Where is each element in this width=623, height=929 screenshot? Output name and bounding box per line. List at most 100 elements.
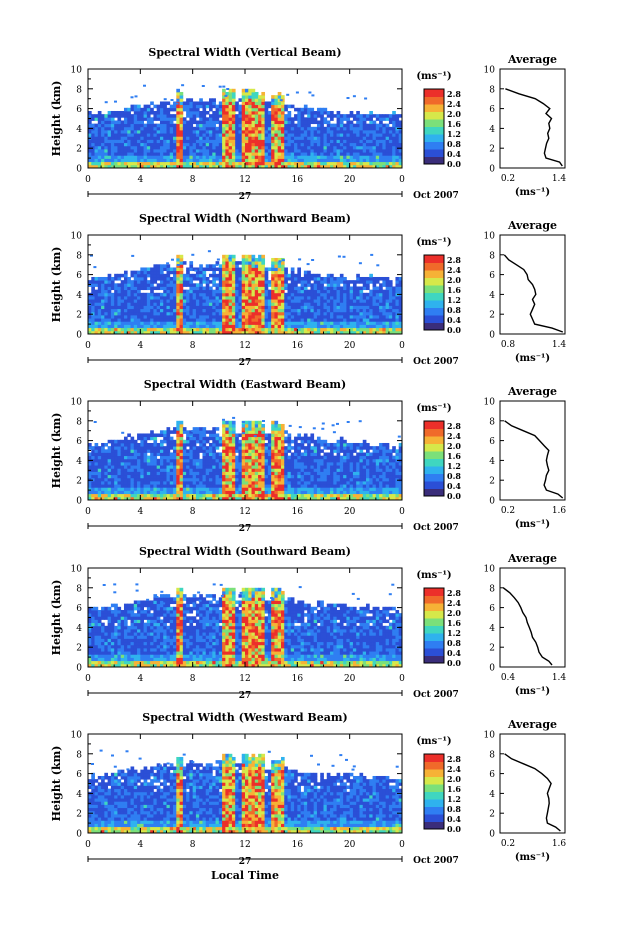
heatmap-cell xyxy=(290,311,295,316)
heatmap-cell xyxy=(300,330,305,335)
heatmap-cell xyxy=(163,327,167,332)
heatmap-cell xyxy=(277,270,282,275)
heatmap-cell xyxy=(97,305,102,310)
heatmap-cell xyxy=(313,305,318,310)
heatmap-cell xyxy=(225,480,230,485)
heatmap-cell xyxy=(123,145,128,150)
heatmap-cell xyxy=(215,452,220,457)
heatmap-cell xyxy=(235,286,239,291)
heatmap-cell xyxy=(205,117,210,121)
heatmap-cell xyxy=(156,321,161,325)
heatmap-cell xyxy=(97,148,102,153)
heatmap-cell xyxy=(310,110,315,115)
heatmap-cell xyxy=(323,299,328,303)
heatmap-cell xyxy=(375,314,380,319)
heatmap-cell xyxy=(287,286,292,291)
heatmap-cell xyxy=(192,120,197,125)
heatmap-cell xyxy=(346,136,351,140)
heatmap-cell xyxy=(179,155,184,159)
heatmap-cell xyxy=(392,152,396,156)
heatmap-cell xyxy=(176,496,180,501)
heatmap-cell xyxy=(372,280,377,284)
heatmap-cell xyxy=(379,299,383,303)
heatmap-cell xyxy=(297,314,301,319)
heatmap-cell xyxy=(159,145,164,150)
heatmap-cell xyxy=(343,148,347,153)
heatmap-cell xyxy=(241,117,246,121)
heatmap-cell xyxy=(146,314,151,319)
heatmap-cell xyxy=(356,292,360,297)
heatmap-cell xyxy=(166,493,171,498)
heatmap-cell xyxy=(287,305,292,310)
heatmap-cell xyxy=(186,487,190,491)
heatmap-cell xyxy=(114,283,118,287)
heatmap-cell xyxy=(120,280,125,284)
colorbar-tick-label: 0.8 xyxy=(447,139,461,149)
heatmap-cell xyxy=(310,314,315,319)
heatmap-cell xyxy=(228,330,233,335)
heatmap-cell xyxy=(241,280,246,284)
heatmap-cell xyxy=(156,123,161,128)
heatmap-cell xyxy=(186,314,190,319)
heatmap-cell xyxy=(294,305,298,310)
heatmap-cell xyxy=(346,164,351,169)
heatmap-cell xyxy=(294,139,298,144)
heatmap-cell xyxy=(398,330,403,335)
heatmap-cell xyxy=(205,458,210,463)
heatmap-cell xyxy=(277,145,282,150)
heatmap-cell xyxy=(97,477,102,482)
heatmap-cell xyxy=(146,308,151,313)
heatmap-cell xyxy=(375,158,380,163)
heatmap-cell xyxy=(159,114,164,118)
heatmap-cell xyxy=(336,318,341,322)
heatmap-cell xyxy=(375,299,380,303)
heatmap-cell xyxy=(238,276,243,281)
heatmap-cell xyxy=(316,164,321,169)
heatmap-cell xyxy=(225,308,230,313)
heatmap-cell xyxy=(346,129,351,134)
heatmap-cell xyxy=(310,145,315,150)
heatmap-cell xyxy=(150,449,154,453)
heatmap-cell xyxy=(316,129,321,134)
heatmap-cell xyxy=(245,91,249,96)
heatmap-cell xyxy=(280,270,285,275)
heatmap-cell xyxy=(238,133,243,137)
heatmap-cell xyxy=(202,321,207,325)
colorbar-segment xyxy=(424,255,444,263)
heatmap-cell xyxy=(238,98,243,102)
heatmap-cell xyxy=(166,139,171,144)
heatmap-cell xyxy=(235,311,239,316)
heatmap-cell xyxy=(104,139,109,144)
heatmap-cell xyxy=(189,330,194,335)
y-tick-label: 8 xyxy=(76,251,82,261)
heatmap-cell xyxy=(261,295,266,300)
heatmap-cell xyxy=(163,314,167,319)
heatmap-cell xyxy=(179,257,184,262)
heatmap-cell xyxy=(205,101,210,106)
heatmap-cell xyxy=(110,148,115,153)
heatmap-cell xyxy=(192,324,197,329)
heatmap-cell xyxy=(94,446,99,450)
heatmap-cell xyxy=(212,305,216,310)
heatmap-cell xyxy=(186,468,190,472)
heatmap-cell xyxy=(303,280,308,284)
x-tick-label: 0 xyxy=(399,341,405,351)
heatmap-cell xyxy=(153,480,158,485)
heatmap-cell xyxy=(182,145,187,150)
heatmap-cell xyxy=(130,114,135,118)
heatmap-cell xyxy=(398,158,403,163)
heatmap-cell xyxy=(169,452,174,457)
heatmap-cell xyxy=(117,120,122,125)
heatmap-cell xyxy=(169,283,174,287)
heatmap-cell xyxy=(153,292,158,297)
heatmap-cell xyxy=(245,295,249,300)
heatmap-cell xyxy=(195,295,200,300)
heatmap-cell xyxy=(375,136,380,140)
heatmap-cell xyxy=(385,305,390,310)
heatmap-cell xyxy=(176,280,180,284)
heatmap-cell xyxy=(176,484,180,488)
heatmap-cell xyxy=(195,308,200,313)
heatmap-cell xyxy=(261,311,266,316)
heatmap-cell xyxy=(186,327,190,332)
heatmap-cell xyxy=(352,148,357,153)
